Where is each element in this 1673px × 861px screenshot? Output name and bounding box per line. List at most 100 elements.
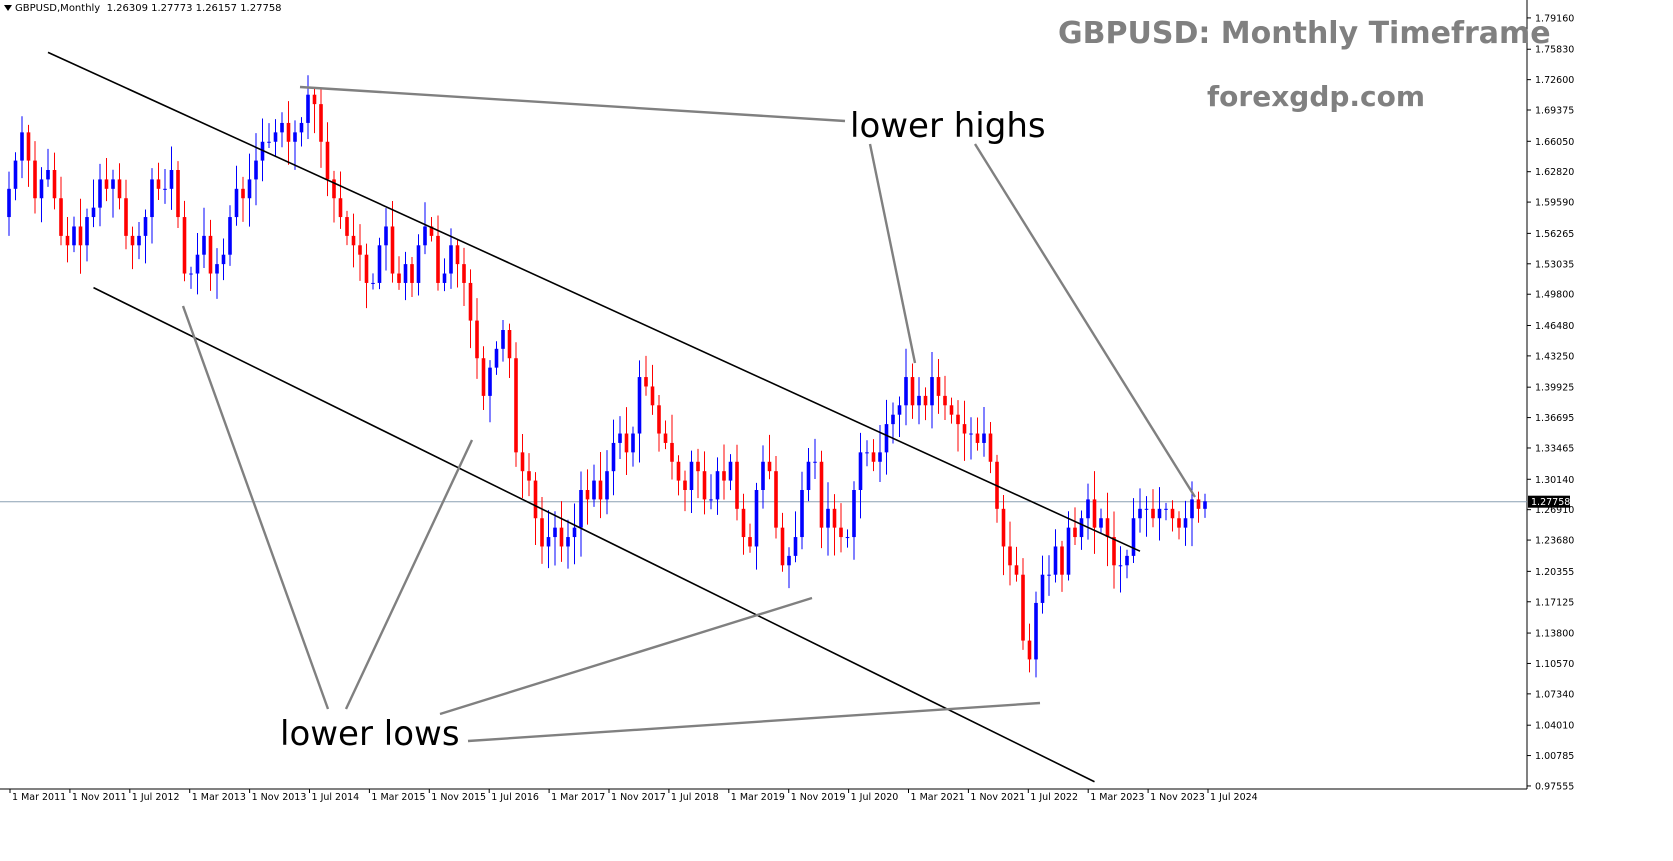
candle-body[interactable] [286,122,291,142]
candle-body[interactable] [605,471,609,500]
candle-body[interactable] [416,245,421,283]
candle-body[interactable] [280,122,284,133]
candle-body[interactable] [702,471,707,500]
candle-body[interactable] [657,405,661,434]
candle-body[interactable] [1177,518,1181,528]
candle-body[interactable] [1190,499,1194,519]
candle-body[interactable] [845,537,850,539]
candle-body[interactable] [1118,565,1123,567]
candle-body[interactable] [663,433,668,443]
candle-body[interactable] [351,235,356,246]
candle-body[interactable] [865,452,869,454]
candle-body[interactable] [806,461,811,490]
candle-body[interactable] [208,235,213,274]
candle-body[interactable] [1131,518,1136,556]
candle-body[interactable] [858,452,863,490]
candle-body[interactable] [39,179,44,199]
candle-body[interactable] [98,179,102,208]
candle-body[interactable] [910,377,915,406]
candle-body[interactable] [670,442,674,462]
candle-body[interactable] [1047,574,1051,576]
candle-body[interactable] [481,358,486,396]
candle-body[interactable] [761,461,765,490]
candle-body[interactable] [956,414,960,425]
candle-body[interactable] [533,480,538,519]
candle-body[interactable] [722,471,726,481]
candle-body[interactable] [1105,518,1110,538]
candle-body[interactable] [969,433,973,435]
candle-body[interactable] [1079,518,1084,538]
candle-body[interactable] [546,537,551,547]
candle-body[interactable] [299,122,304,133]
candle-body[interactable] [111,179,115,189]
candle-body[interactable] [1196,499,1201,509]
candle-body[interactable] [624,433,629,453]
candle-body[interactable] [709,499,713,501]
candle-body[interactable] [403,264,408,283]
candle-body[interactable] [410,264,414,283]
candle-body[interactable] [735,461,739,509]
candle-body[interactable] [202,235,206,255]
candle-body[interactable] [897,405,902,415]
candle-body[interactable] [871,452,876,462]
candle-body[interactable] [1086,499,1090,519]
candle-body[interactable] [507,330,512,359]
candle-body[interactable] [917,395,921,406]
candle-body[interactable] [130,235,135,246]
candle-body[interactable] [462,264,466,283]
candle-body[interactable] [1125,555,1129,566]
candle-body[interactable] [1183,518,1188,528]
candle-body[interactable] [930,377,934,406]
candle-body[interactable] [904,377,908,406]
candle-body[interactable] [1170,508,1175,519]
candle-body[interactable] [312,94,317,105]
candle-body[interactable] [85,217,89,246]
candle-body[interactable] [117,179,122,199]
candle-body[interactable] [592,480,596,500]
candle-body[interactable] [325,141,330,180]
candle-body[interactable] [156,179,161,189]
candle-body[interactable] [319,104,323,142]
candle-body[interactable] [1014,565,1019,575]
candle-body[interactable] [1144,508,1149,510]
candle-body[interactable] [767,461,772,472]
candle-body[interactable] [475,320,479,359]
candle-body[interactable] [572,527,577,538]
candle-body[interactable] [423,226,427,246]
candle-body[interactable] [7,188,11,218]
candle-body[interactable] [891,414,895,425]
candle-body[interactable] [748,537,752,547]
candle-body[interactable] [78,226,83,246]
candle-body[interactable] [975,433,980,443]
candle-body[interactable] [488,367,492,396]
candle-body[interactable] [696,461,700,472]
candle-body[interactable] [1053,546,1058,575]
candle-body[interactable] [559,527,564,547]
candle-body[interactable] [429,226,434,236]
candle-body[interactable] [189,273,193,275]
candle-body[interactable] [598,480,603,500]
candle-body[interactable] [1060,546,1064,575]
candle-body[interactable] [819,461,824,528]
candle-body[interactable] [839,527,843,538]
candle-body[interactable] [377,245,382,283]
candle-body[interactable] [46,170,50,180]
candle-body[interactable] [754,490,759,547]
candle-body[interactable] [104,179,109,189]
candle-body[interactable] [988,433,993,462]
candle-body[interactable] [228,217,232,255]
candle-body[interactable] [182,217,187,274]
candle-body[interactable] [397,273,401,283]
candle-body[interactable] [52,170,57,199]
candle-body[interactable] [501,330,505,349]
candle-body[interactable] [143,217,148,236]
candle-body[interactable] [852,490,856,538]
candle-body[interactable] [1073,527,1077,538]
candle-body[interactable] [715,471,720,500]
candle-body[interactable] [293,132,297,142]
candle-body[interactable] [949,405,954,415]
candle-body[interactable] [540,518,544,547]
candle-body[interactable] [813,461,817,463]
candle-body[interactable] [247,179,252,199]
candle-body[interactable] [137,235,141,246]
